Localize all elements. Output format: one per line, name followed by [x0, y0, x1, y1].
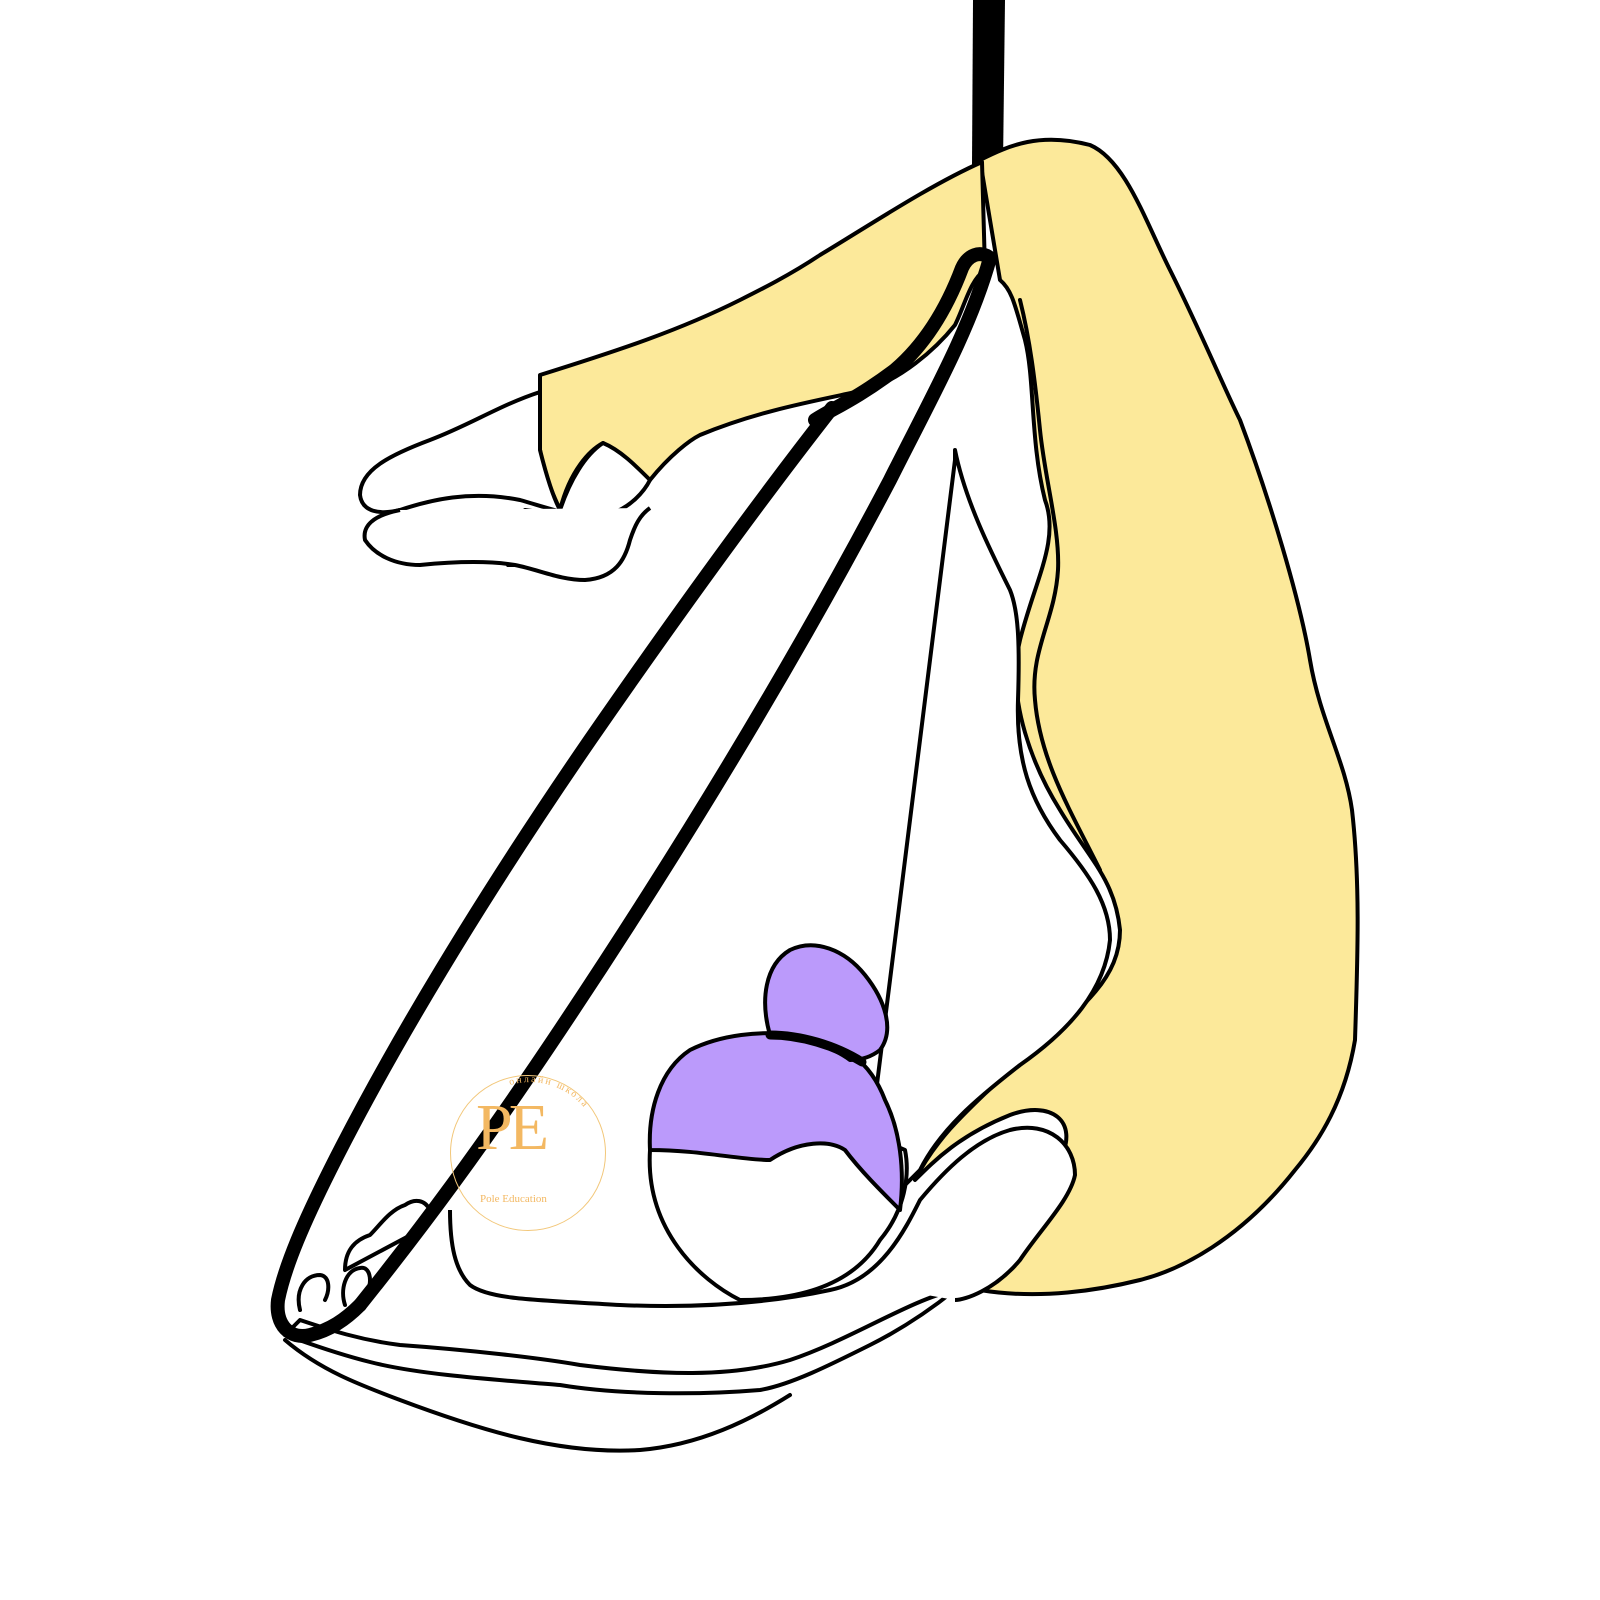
arm [448, 1125, 1077, 1309]
fingers [296, 1265, 372, 1312]
thigh-skin [863, 448, 1112, 1206]
hoop-left-bar [270, 401, 839, 1343]
toe-tips [362, 506, 652, 582]
thigh-inner-line [1018, 298, 1102, 872]
hoop-outer-bar [353, 251, 997, 1312]
hair [647, 1031, 904, 1212]
lower-back [283, 1338, 792, 1453]
suspension-strap [972, 0, 1005, 165]
foot [358, 390, 652, 519]
hand [343, 1198, 432, 1272]
hoop-inner-bar [808, 247, 997, 427]
hair-tie [765, 1030, 867, 1067]
